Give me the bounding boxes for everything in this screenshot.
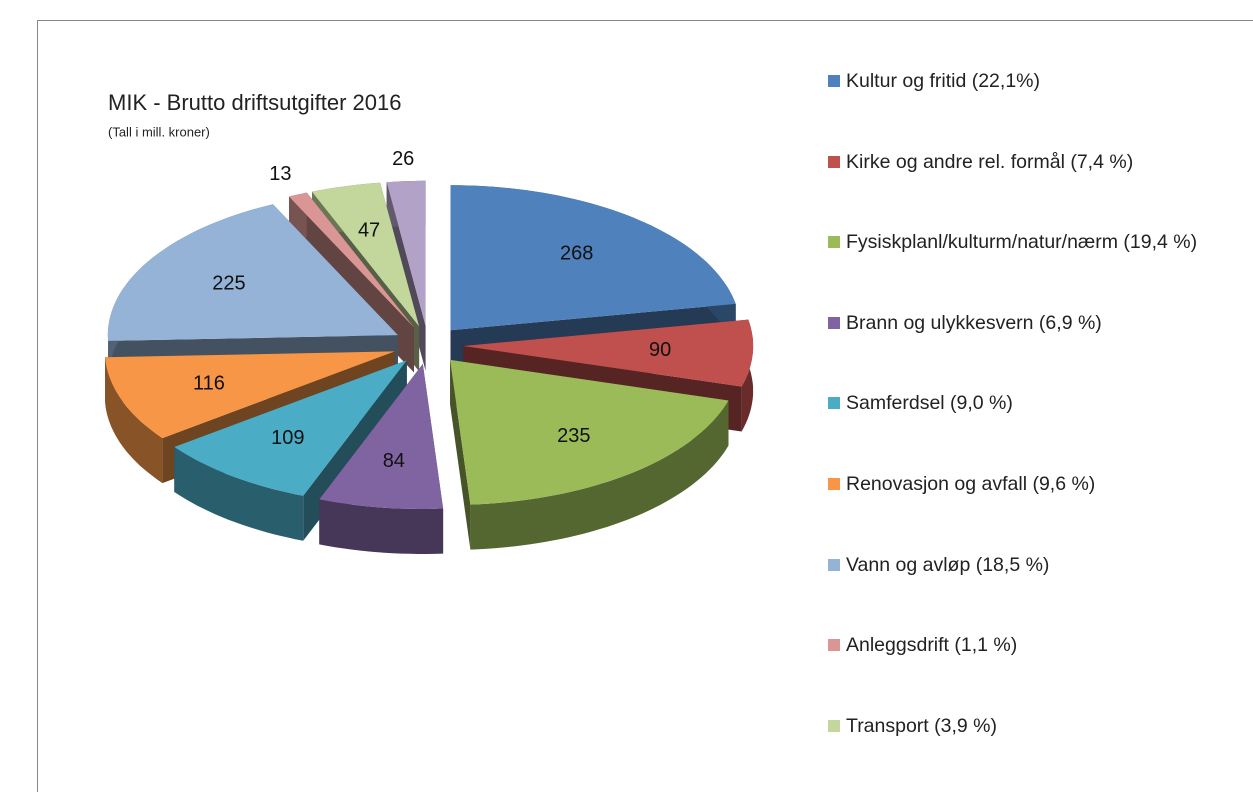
slice-side — [470, 400, 729, 550]
legend-swatch — [828, 558, 840, 571]
legend-item: Kirke og andre rel. formål (7,4 %) — [828, 151, 1213, 174]
legend-label: Renovasjon og avfall (9,6 %) — [846, 473, 1096, 495]
slice-side — [319, 499, 444, 554]
legend-item: Transport (3,9 %) — [828, 715, 1213, 738]
legend-item: Fysiskplanl/kulturm/natur/nærm (19,4 %) — [828, 231, 1213, 254]
slice — [289, 192, 414, 328]
legend-label: Kirke og andre rel. formål (7,4 %) — [846, 150, 1134, 173]
slice — [312, 182, 420, 327]
data-label: 235 — [557, 425, 590, 447]
data-label: 90 — [649, 339, 671, 361]
data-label: 47 — [358, 219, 380, 241]
legend-label: Vann og avløp (18,5 %) — [846, 553, 1050, 576]
legend-label: Anleggsdrift (1,1 %) — [846, 634, 1018, 657]
legend-swatch — [828, 316, 840, 329]
slice — [107, 204, 398, 341]
slice — [105, 351, 395, 439]
data-label: 26 — [392, 148, 414, 170]
legend-item: Renovasjon og avfall (9,6 %) — [828, 473, 1213, 496]
legend-label: Samferdsel (9,0 %) — [846, 392, 1013, 415]
slice-side — [105, 357, 163, 484]
slice — [174, 360, 407, 496]
data-label: 268 — [560, 243, 593, 265]
slice — [463, 319, 754, 387]
legend-swatch — [828, 719, 840, 732]
slice — [319, 364, 444, 509]
legend-swatch — [828, 397, 840, 410]
legend-label: Kultur og fritid (22,1%) — [846, 70, 1041, 92]
slice — [386, 180, 426, 326]
chart-frame — [37, 20, 1253, 792]
legend-label: Transport (3,9 %) — [846, 714, 997, 737]
legend-swatch — [828, 478, 840, 490]
legend-swatch — [828, 236, 840, 249]
legend-item: Kultur og fritid (22,1%) — [828, 70, 1213, 93]
legend-swatch — [828, 155, 840, 168]
data-label: 13 — [269, 163, 291, 185]
chart-subtitle: (Tall i mill. kroner) — [108, 124, 210, 139]
chart-title: MIK - Brutto driftsutgifter 2016 — [108, 90, 401, 115]
legend-item: Anleggsdrift (1,1 %) — [828, 634, 1213, 657]
legend-swatch — [828, 75, 840, 87]
data-label: 225 — [212, 272, 245, 294]
legend-label: Brann og ulykkesvern (6,9 %) — [846, 311, 1102, 334]
slice — [450, 359, 729, 505]
legend-swatch — [828, 639, 840, 652]
slice — [450, 185, 736, 331]
legend-label: Fysiskplanl/kulturm/natur/nærm (19,4 %) — [846, 231, 1198, 254]
slice-side — [450, 359, 471, 550]
legend-item: Brann og ulykkesvern (6,9 %) — [828, 312, 1213, 335]
data-label: 116 — [193, 373, 225, 395]
slice-side — [174, 447, 304, 541]
legend-item: Samferdsel (9,0 %) — [828, 392, 1213, 415]
legend-item: Vann og avløp (18,5 %) — [828, 554, 1213, 577]
data-label: 84 — [383, 450, 405, 472]
data-label: 109 — [271, 427, 304, 449]
